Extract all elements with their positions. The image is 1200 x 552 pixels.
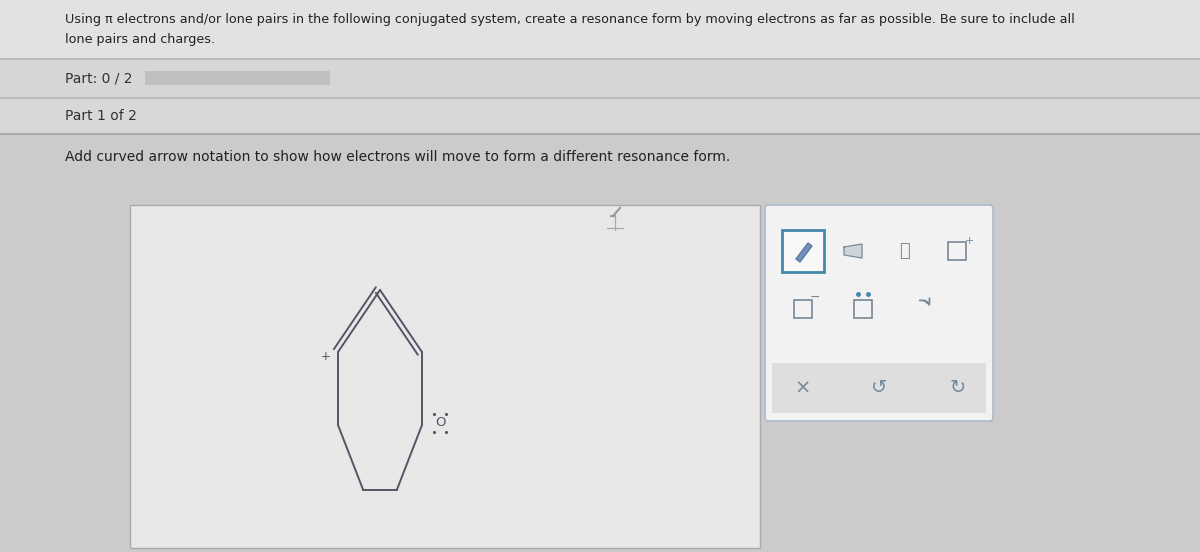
- Text: ↺: ↺: [871, 379, 887, 397]
- Bar: [145, 71, 330, 85]
- Bar: [772, 363, 986, 413]
- Polygon shape: [844, 244, 862, 258]
- Bar: [0, 135, 1200, 552]
- Bar: [0, 60, 1200, 97]
- Text: ✋: ✋: [900, 242, 911, 260]
- Bar: [0, 58, 1200, 60]
- FancyBboxPatch shape: [766, 205, 994, 421]
- Text: lone pairs and charges.: lone pairs and charges.: [65, 33, 215, 46]
- Text: Part: 0 / 2: Part: 0 / 2: [65, 72, 132, 86]
- Bar: [130, 205, 760, 548]
- Bar: [0, 97, 1200, 99]
- Text: +: +: [965, 236, 973, 246]
- Bar: [794, 300, 812, 318]
- Bar: [0, 0, 1200, 60]
- FancyBboxPatch shape: [782, 230, 824, 272]
- Text: ×: ×: [794, 379, 811, 397]
- Text: Add curved arrow notation to show how electrons will move to form a different re: Add curved arrow notation to show how el…: [65, 150, 731, 164]
- Text: Using π electrons and/or lone pairs in the following conjugated system, create a: Using π electrons and/or lone pairs in t…: [65, 13, 1075, 26]
- Bar: [854, 300, 872, 318]
- Bar: [0, 133, 1200, 135]
- Polygon shape: [796, 243, 812, 262]
- Text: +: +: [322, 351, 331, 364]
- Text: −: −: [810, 290, 821, 304]
- Text: Part 1 of 2: Part 1 of 2: [65, 109, 137, 123]
- Text: ↻: ↻: [950, 379, 966, 397]
- Bar: [948, 242, 966, 260]
- Bar: [0, 99, 1200, 133]
- Text: O: O: [434, 417, 445, 429]
